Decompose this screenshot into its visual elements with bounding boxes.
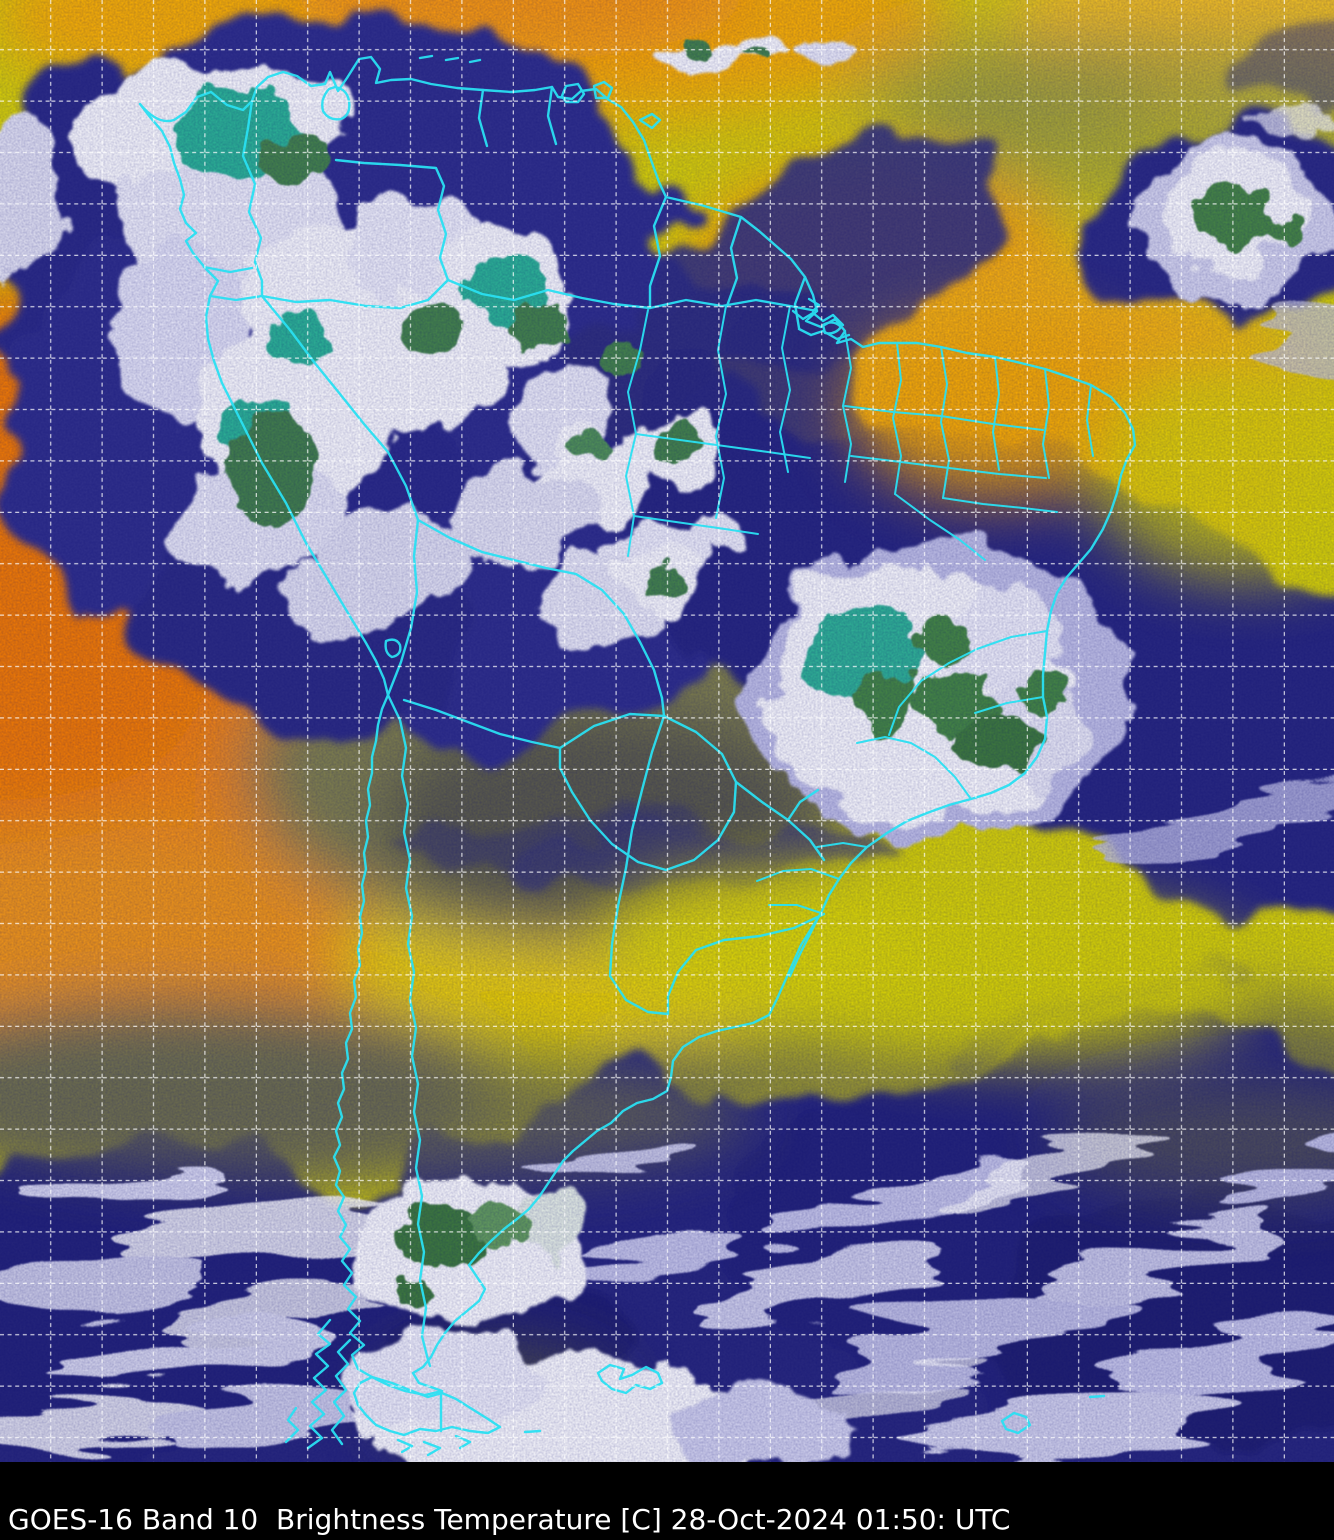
- satellite-raster: [0, 0, 1334, 1462]
- latlon-grid-overlay: [0, 0, 1334, 1462]
- satellite-image: [0, 0, 1334, 1462]
- caption-text: GOES-16 Band 10 Brightness Temperature […: [8, 1503, 1011, 1537]
- caption-bar: GOES-16 Band 10 Brightness Temperature […: [0, 1462, 1334, 1540]
